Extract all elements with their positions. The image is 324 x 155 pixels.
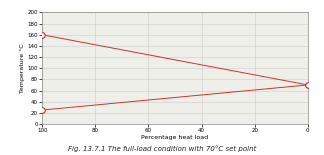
X-axis label: Percentage heat load: Percentage heat load <box>141 135 209 140</box>
Text: Fig. 13.7.1 The full-load condition with 70°C set point: Fig. 13.7.1 The full-load condition with… <box>68 145 256 152</box>
Y-axis label: Temperature °C: Temperature °C <box>20 43 25 93</box>
